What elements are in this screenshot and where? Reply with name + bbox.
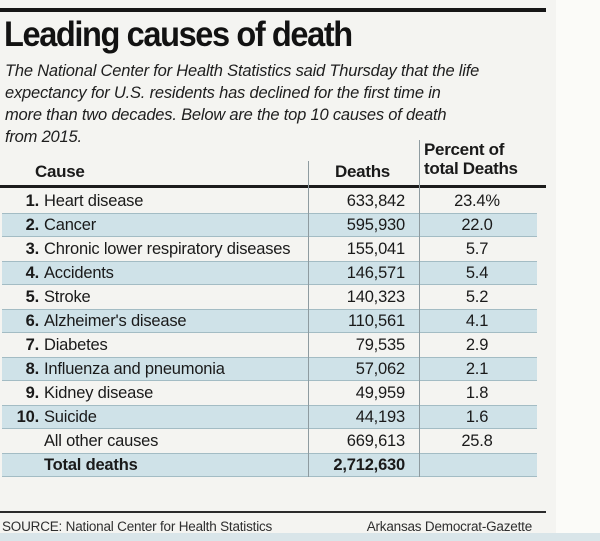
row-cause: Cancer [44, 216, 96, 234]
row-deaths: 633,842 [346, 192, 405, 210]
row-rank: 9. [25, 384, 40, 402]
row-cause: All other causes [44, 432, 159, 450]
row-rank: 7. [25, 336, 40, 354]
row-deaths: 595,930 [346, 216, 405, 234]
row-percent: 2.1 [465, 360, 489, 378]
row-rank: 2. [25, 216, 40, 234]
row-deaths: 140,323 [346, 288, 405, 306]
row-cause: Alzheimer's disease [44, 312, 187, 330]
row-deaths: 44,193 [355, 408, 405, 426]
row-cause: Influenza and pneumonia [44, 360, 225, 378]
row-percent: 22.0 [461, 216, 493, 234]
row-deaths: 669,613 [346, 432, 405, 450]
row-percent: 2.9 [465, 336, 489, 354]
row-deaths: 57,062 [355, 360, 405, 378]
row-rank: 4. [25, 264, 40, 282]
row-percent: 5.2 [465, 288, 489, 306]
credit-line: Arkansas Democrat-Gazette [366, 519, 533, 534]
page-title: Leading causes of death [4, 15, 353, 54]
table-row: 3. Chronic lower respiratory diseases 15… [2, 237, 537, 261]
column-divider-2 [419, 140, 420, 477]
table-row-total: Total deaths 2,712,630 [2, 453, 537, 477]
row-rank: 1. [25, 192, 40, 210]
row-percent: 25.8 [461, 432, 493, 450]
row-percent: 1.6 [465, 408, 489, 426]
column-header-percent: Percent of total Deaths [421, 140, 542, 178]
source-line: SOURCE: National Center for Health Stati… [2, 519, 273, 534]
intro-line: from 2015. [5, 128, 82, 146]
row-rank: 8. [25, 360, 40, 378]
top-rule [0, 8, 546, 12]
row-cause: Stroke [44, 288, 91, 306]
table-row: 4. Accidents 146,571 5.4 [2, 261, 537, 285]
table-row: 7. Diabetes 79,535 2.9 [2, 333, 537, 357]
intro-text: The National Center for Health Statistic… [5, 60, 545, 148]
table-row: 6. Alzheimer's disease 110,561 4.1 [2, 309, 537, 333]
row-cause: Suicide [44, 408, 97, 426]
row-percent: 5.7 [465, 240, 489, 258]
row-deaths: 110,561 [347, 312, 405, 330]
table-row: 8. Influenza and pneumonia 57,062 2.1 [2, 357, 537, 381]
row-cause: Total deaths [44, 456, 138, 474]
row-deaths: 155,041 [346, 240, 405, 258]
row-rank: 3. [25, 240, 40, 258]
row-cause: Diabetes [44, 336, 108, 354]
row-deaths: 79,535 [355, 336, 405, 354]
row-rank: 5. [25, 288, 40, 306]
column-header-deaths: Deaths [335, 162, 390, 181]
row-percent: 23.4% [454, 192, 500, 210]
row-cause: Heart disease [44, 192, 144, 210]
right-margin [556, 0, 600, 541]
row-cause: Accidents [44, 264, 114, 282]
bottom-border-strip [0, 533, 600, 541]
table-row: 9. Kidney disease 49,959 1.8 [2, 381, 537, 405]
column-header-percent-line2: total Deaths [424, 159, 518, 178]
row-rank: 10. [16, 408, 40, 426]
intro-line: expectancy for U.S. residents has declin… [5, 84, 441, 102]
row-deaths: 49,959 [355, 384, 405, 402]
row-deaths: 2,712,630 [333, 456, 405, 474]
table-row: 10. Suicide 44,193 1.6 [2, 405, 537, 429]
intro-line: The National Center for Health Statistic… [5, 62, 480, 80]
footer-rule [0, 511, 546, 513]
row-deaths: 146,571 [346, 264, 405, 282]
table-body: 1. Heart disease 633,842 23.4% 2. Cancer… [2, 189, 537, 477]
row-cause: Chronic lower respiratory diseases [44, 240, 291, 258]
row-cause: Kidney disease [44, 384, 154, 402]
column-divider-1 [308, 161, 309, 477]
column-header-cause: Cause [35, 162, 85, 181]
table-row: All other causes 669,613 25.8 [2, 429, 537, 453]
table-row: 5. Stroke 140,323 5.2 [2, 285, 537, 309]
intro-line: more than two decades. Below are the top… [5, 106, 447, 124]
row-rank: 6. [25, 312, 40, 330]
row-percent: 1.8 [465, 384, 489, 402]
header-rule [0, 185, 546, 188]
row-percent: 4.1 [465, 312, 489, 330]
column-header-percent-line1: Percent of [424, 140, 505, 159]
row-percent: 5.4 [465, 264, 489, 282]
table-row: 2. Cancer 595,930 22.0 [2, 213, 537, 237]
table-row: 1. Heart disease 633,842 23.4% [2, 189, 537, 213]
